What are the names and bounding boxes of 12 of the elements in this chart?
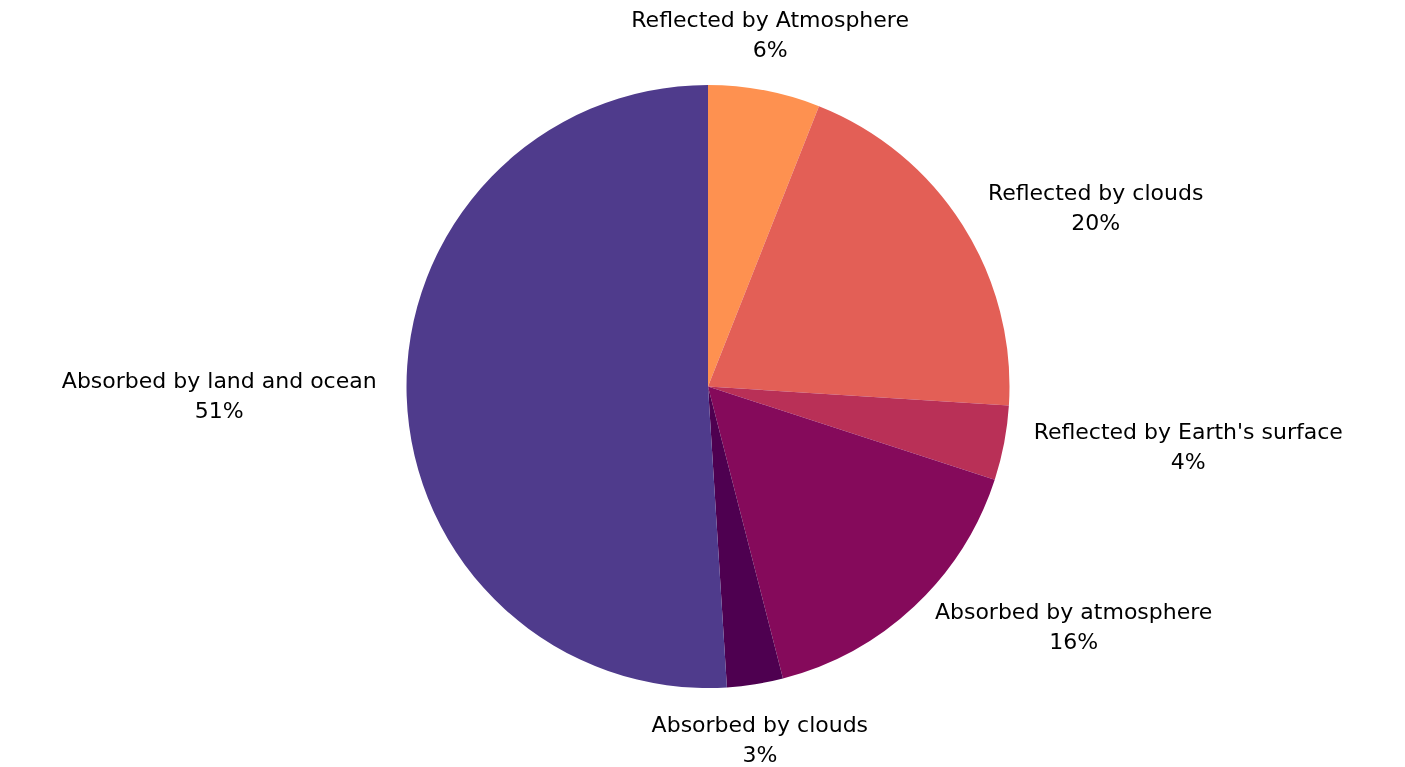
slice-label: Absorbed by atmosphere bbox=[934, 598, 1213, 624]
slice-label: Absorbed by clouds bbox=[651, 711, 869, 737]
data-label: 4% bbox=[1170, 449, 1206, 475]
slice-label: Absorbed by land and ocean bbox=[61, 367, 377, 393]
data-label: 51% bbox=[194, 397, 244, 423]
slice-label: Reflected by Atmosphere bbox=[631, 6, 909, 32]
data-label: 20% bbox=[1071, 209, 1121, 235]
data-label: 16% bbox=[1049, 628, 1099, 654]
data-label: 3% bbox=[742, 741, 778, 767]
data-label: 6% bbox=[752, 36, 788, 62]
slice-label: Reflected by clouds bbox=[987, 179, 1204, 205]
slice-label: Reflected by Earth's surface bbox=[1033, 419, 1343, 445]
